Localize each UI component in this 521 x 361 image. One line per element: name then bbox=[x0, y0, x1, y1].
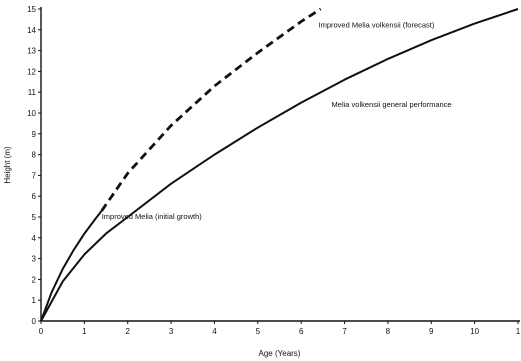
y-tick-label: 15 bbox=[27, 5, 36, 14]
x-tick-label: 6 bbox=[299, 327, 304, 336]
labels: 0 1 2 3 4 5 6 7 8 9 10 10123456789101112131415Impro… bbox=[27, 5, 521, 336]
y-tick-label: 6 bbox=[32, 192, 37, 201]
x-tick-label: 8 bbox=[386, 327, 391, 336]
x-tick-label: 3 bbox=[169, 327, 174, 336]
y-tick-label: 4 bbox=[32, 234, 37, 243]
x-tick-label: 7 bbox=[342, 327, 347, 336]
tick-marks bbox=[38, 8, 519, 324]
x-tick-label: 1 bbox=[516, 327, 521, 336]
x-tick-label: 4 bbox=[212, 327, 217, 336]
x-tick-label: 2 bbox=[126, 327, 131, 336]
y-tick-label: 10 bbox=[27, 109, 36, 118]
x-axis-title: Age (Years) bbox=[259, 349, 301, 358]
y-tick-label: 7 bbox=[32, 171, 37, 180]
y-tick-label: 2 bbox=[32, 275, 37, 284]
y-tick-label: 3 bbox=[32, 255, 37, 264]
x-tick-label: 10 bbox=[470, 327, 479, 336]
x-tick-label: 0 bbox=[39, 327, 44, 336]
y-tick-label: 14 bbox=[27, 26, 36, 35]
x-tick-label: 9 bbox=[429, 327, 434, 336]
x-tick-label: 5 bbox=[256, 327, 261, 336]
annotation-label: Improved Melia (initial growth) bbox=[102, 212, 203, 221]
y-tick-label: 1 bbox=[32, 296, 37, 305]
y-tick-label: 11 bbox=[28, 88, 37, 97]
y-tick-label: 5 bbox=[32, 213, 37, 222]
y-tick-label: 13 bbox=[27, 47, 36, 56]
series-line-improved-melia-volkensii-forecast bbox=[100, 7, 322, 212]
x-tick-label: 1 bbox=[82, 327, 87, 336]
y-tick-label: 8 bbox=[32, 151, 37, 160]
y-axis-title: Height (m) bbox=[3, 146, 12, 184]
series-lines bbox=[40, 7, 519, 322]
annotation-label: Melia volkensii general performance bbox=[332, 100, 452, 109]
y-tick-label: 0 bbox=[32, 317, 37, 326]
series-line-improved-melia-initial-growth bbox=[40, 210, 103, 322]
axes bbox=[40, 7, 520, 322]
y-tick-label: 9 bbox=[32, 130, 37, 139]
series-line-melia-volkensii-general-performance bbox=[40, 8, 519, 322]
annotation-label: Improved Melia volkensii (forecast) bbox=[319, 21, 435, 30]
y-tick-label: 12 bbox=[27, 67, 36, 76]
